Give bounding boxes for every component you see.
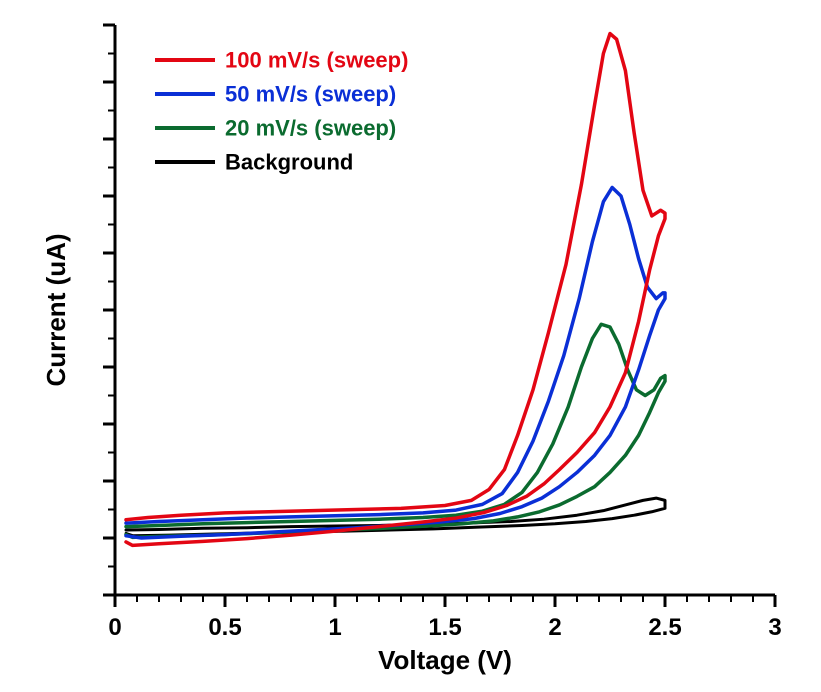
legend-label: 100 mV/s (sweep) [225,48,408,73]
x-tick-label: 0 [108,614,121,641]
legend-label: Background [225,150,353,175]
x-tick-label: 0.5 [208,614,241,641]
x-axis-label: Voltage (V) [378,645,512,675]
legend-label: 50 mV/s (sweep) [225,82,396,107]
chart-background [0,0,821,692]
x-tick-label: 3 [768,614,781,641]
cv-chart: 0 0.5 1 1.5 2 2.5 3 Voltage (V) Current (uA) 1… [0,0,821,692]
legend-label: 20 mV/s (sweep) [225,116,396,141]
x-tick-label: 1.5 [428,614,461,641]
y-axis-label: Current (uA) [41,233,71,386]
chart-svg: 0 0.5 1 1.5 2 2.5 3 Voltage (V) Current (uA) 1… [0,0,821,692]
x-tick-label: 2 [548,614,561,641]
x-tick-label: 2.5 [648,614,681,641]
x-tick-label: 1 [328,614,341,641]
